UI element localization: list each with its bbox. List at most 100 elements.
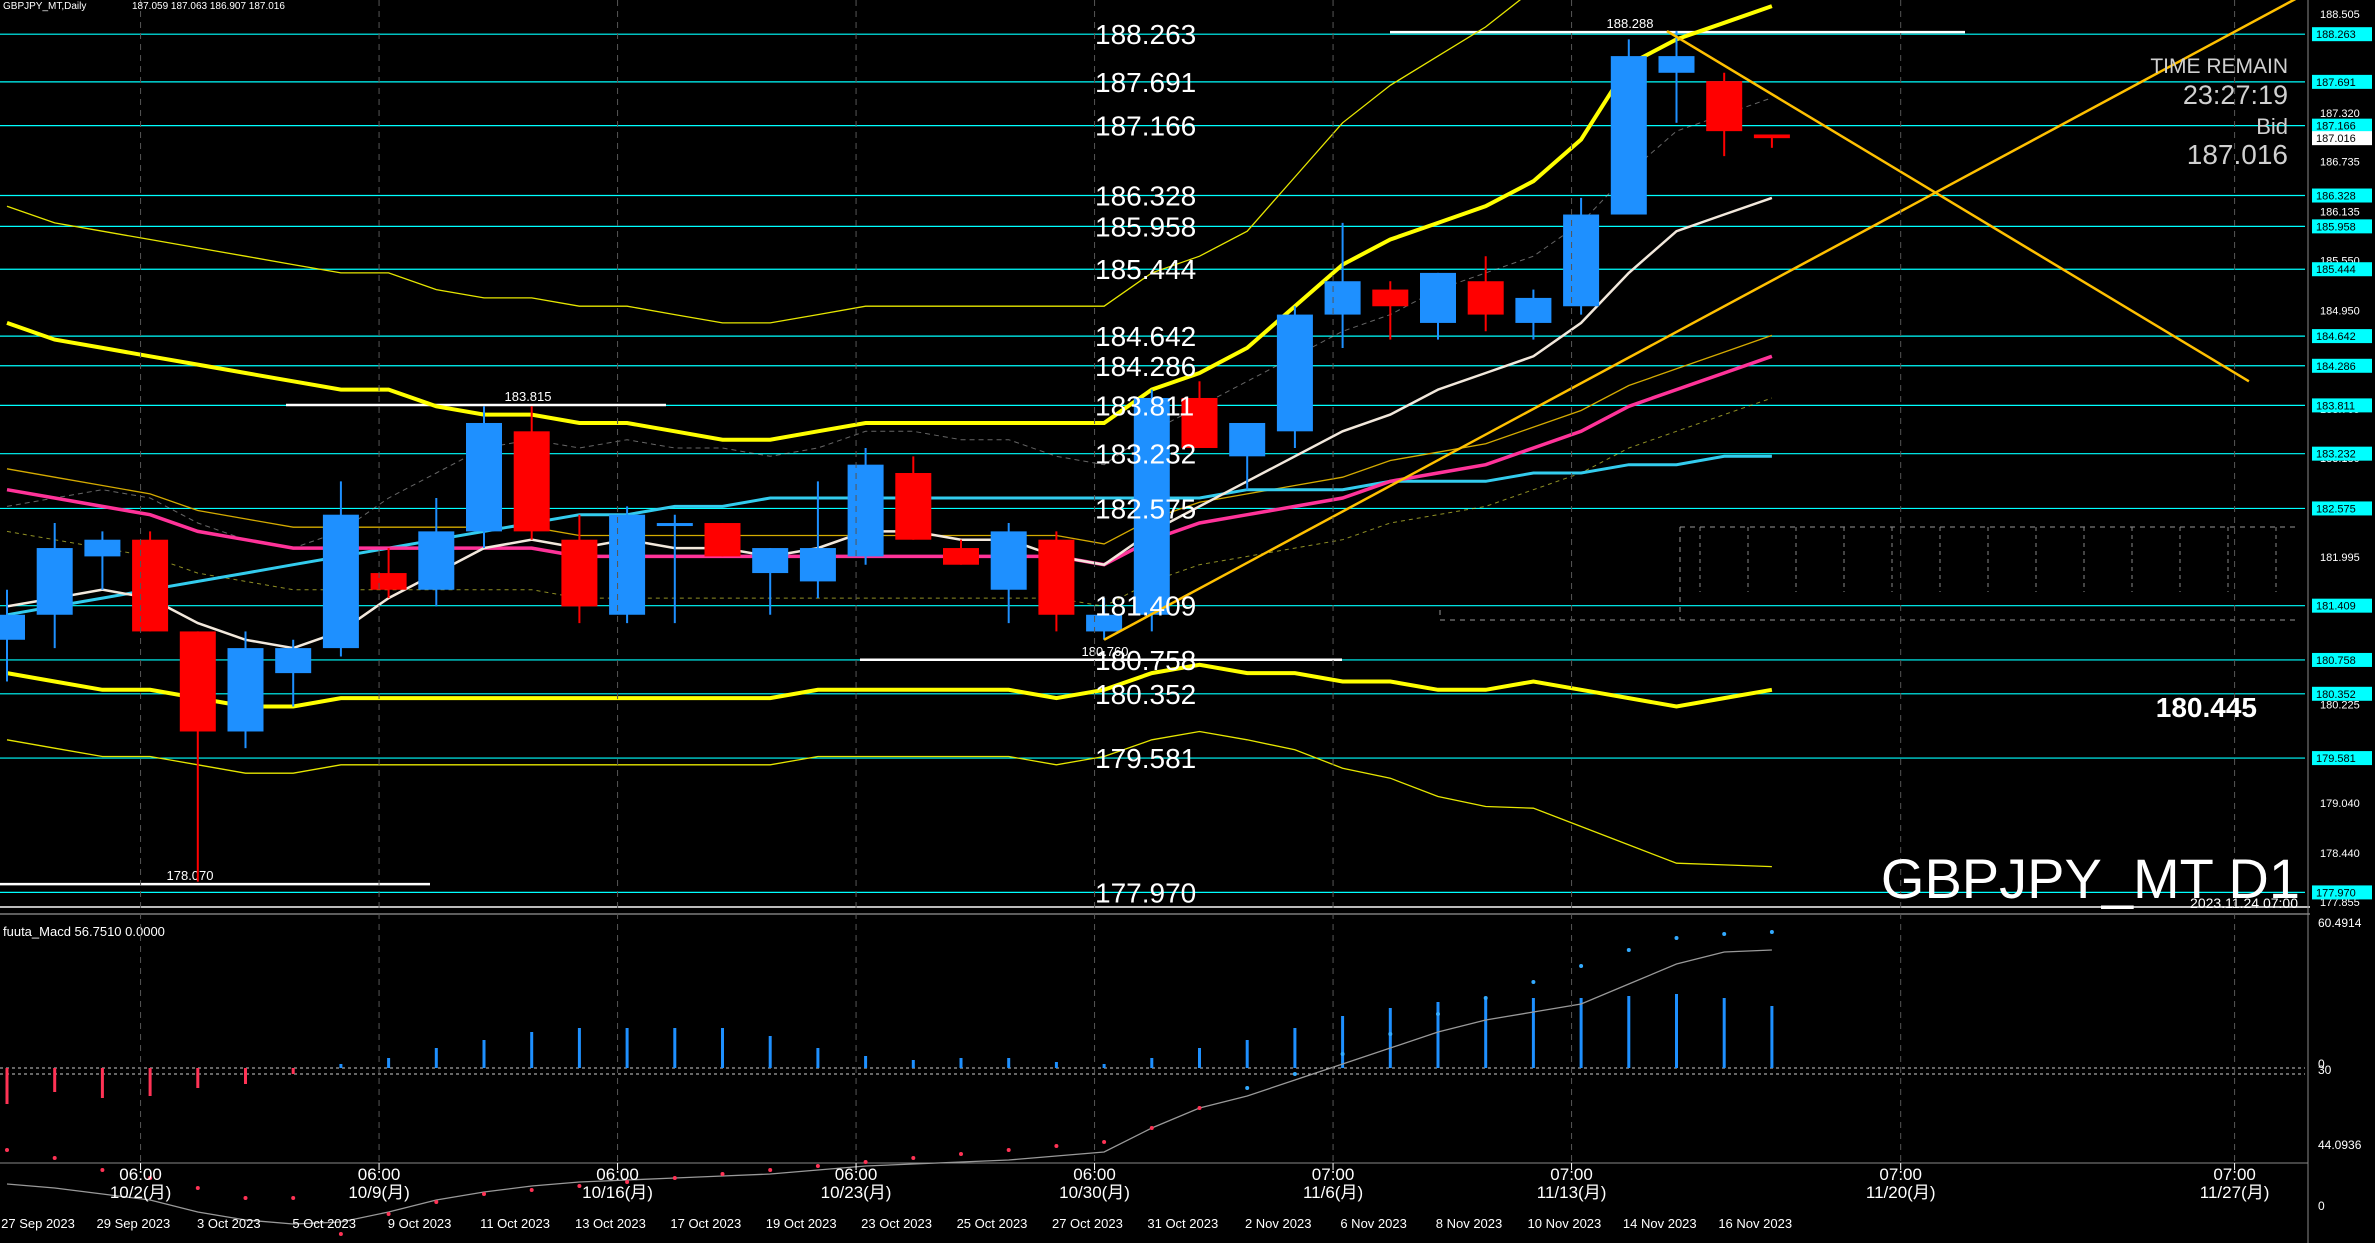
bar-date-label: 5 Oct 2023 — [292, 1216, 356, 1231]
macd-panel: fuuta_Macd 56.7510 0.000060.491403044.09… — [0, 916, 2362, 1236]
macd-dot — [1054, 1144, 1059, 1148]
time-label: 07:00 — [1879, 1165, 1922, 1184]
candle-body — [322, 514, 359, 649]
macd-dot — [625, 1180, 630, 1184]
price-tick: 178.440 — [2320, 848, 2360, 860]
candle-body — [656, 523, 693, 527]
level-price-box-label: 184.642 — [2316, 331, 2356, 343]
candle-body — [227, 648, 264, 732]
candle-body — [1563, 214, 1600, 307]
bar-date-label: 13 Oct 2023 — [575, 1216, 646, 1231]
level-label: 187.166 — [1095, 111, 1196, 142]
candle-body — [1515, 297, 1552, 323]
macd-dot — [100, 1168, 105, 1172]
level-label: 185.958 — [1095, 211, 1196, 242]
level-price-box-label: 186.328 — [2316, 191, 2356, 203]
macd-signal-line — [6, 949, 1772, 1225]
macd-dot — [529, 1188, 534, 1192]
date-label: 11/27(月) — [2200, 1183, 2270, 1202]
level-price-box — [2312, 188, 2372, 203]
date-label: 11/13(月) — [1537, 1183, 1607, 1202]
macd-dot — [1006, 1148, 1011, 1152]
bar-date-label: 27 Sep 2023 — [1, 1216, 75, 1231]
symbol-watermark: GBPJPY_MT D1 — [1881, 847, 2300, 910]
level-price-box-label: 180.352 — [2316, 689, 2356, 701]
level-price-box — [2312, 219, 2372, 234]
candle-body — [1753, 134, 1790, 139]
level-price-box — [2312, 329, 2372, 344]
cloud-outline — [1439, 526, 2300, 621]
candle-body — [1706, 81, 1743, 132]
macd-dot — [1626, 948, 1631, 952]
candle-body — [1229, 422, 1266, 457]
macd-dot — [1483, 996, 1488, 1000]
level-price-box-label: 187.691 — [2316, 77, 2356, 89]
candle-body — [1324, 281, 1361, 315]
date-label: 11/6(月) — [1303, 1183, 1363, 1202]
price-tick: 186.735 — [2320, 157, 2360, 169]
macd-dot — [1769, 930, 1774, 934]
level-price-box — [2312, 501, 2372, 516]
price-axis: 188.505187.320186.735186.135185.550184.9… — [2312, 9, 2372, 909]
swing-label: 180.760 — [1082, 644, 1129, 659]
swing-label: 178.070 — [167, 868, 214, 883]
macd-dot — [195, 1186, 200, 1190]
level-label: 183.232 — [1095, 439, 1196, 470]
candle-body — [418, 531, 455, 590]
macd-axis-label: 44.0936 — [2318, 1138, 2362, 1152]
level-label: 184.642 — [1095, 321, 1196, 352]
bar-date-label: 29 Sep 2023 — [97, 1216, 171, 1231]
level-price-box-label: 179.581 — [2316, 753, 2356, 765]
current-price-box — [2312, 131, 2372, 146]
level-label: 188.263 — [1095, 19, 1196, 50]
level-label: 183.811 — [1095, 390, 1194, 421]
level-price-box-label: 185.958 — [2316, 221, 2356, 233]
candle-body — [466, 422, 502, 532]
level-price-box-label: 182.575 — [2316, 503, 2356, 515]
level-label: 180.758 — [1095, 645, 1196, 676]
candle-body — [132, 539, 169, 632]
trendline-up — [1103, 0, 2297, 641]
level-price-box — [2312, 751, 2372, 766]
candle-body — [1467, 281, 1504, 315]
level-label: 179.581 — [1095, 743, 1196, 774]
swing-label: 188.288 — [1607, 16, 1654, 31]
level-label: 180.352 — [1095, 679, 1196, 710]
candle-body — [1038, 539, 1075, 615]
macd-dot — [338, 1232, 343, 1236]
time-label: 07:00 — [1550, 1165, 1593, 1184]
macd-dot — [1292, 1072, 1297, 1076]
price-tick: 177.855 — [2320, 897, 2360, 909]
macd-dot — [768, 1168, 773, 1172]
big-price-label: 180.445 — [2156, 692, 2257, 723]
macd-dot — [720, 1172, 725, 1176]
macd-dot — [1388, 1032, 1393, 1036]
candle-body — [943, 548, 979, 565]
level-label: 187.691 — [1095, 67, 1196, 98]
candle-body — [752, 548, 789, 574]
candle-body — [84, 539, 121, 557]
bar-date-label: 31 Oct 2023 — [1147, 1216, 1218, 1231]
candle-body — [1420, 272, 1456, 323]
candle-body — [799, 548, 836, 582]
bar-date-label: 10 Nov 2023 — [1528, 1216, 1602, 1231]
bar-date-label: 11 Oct 2023 — [480, 1216, 550, 1231]
bar-date-label: 17 Oct 2023 — [670, 1216, 741, 1231]
macd-title: fuuta_Macd 56.7510 0.0000 — [3, 924, 165, 939]
macd-axis-label: 0 — [2318, 1057, 2325, 1071]
candle-body — [609, 514, 646, 615]
price-tick: 181.995 — [2320, 552, 2360, 564]
candles — [0, 31, 1790, 882]
macd-axis-label: 60.4914 — [2318, 916, 2362, 930]
bid-value: 187.016 — [2187, 139, 2288, 170]
level-label: 181.409 — [1095, 591, 1196, 622]
candle-body — [990, 531, 1027, 590]
macd-dot — [291, 1196, 296, 1200]
macd-dot — [1722, 932, 1727, 936]
bar-date-label: 23 Oct 2023 — [861, 1216, 932, 1231]
bid-label: Bid — [2256, 114, 2288, 139]
dashed-line — [6, 397, 1773, 607]
